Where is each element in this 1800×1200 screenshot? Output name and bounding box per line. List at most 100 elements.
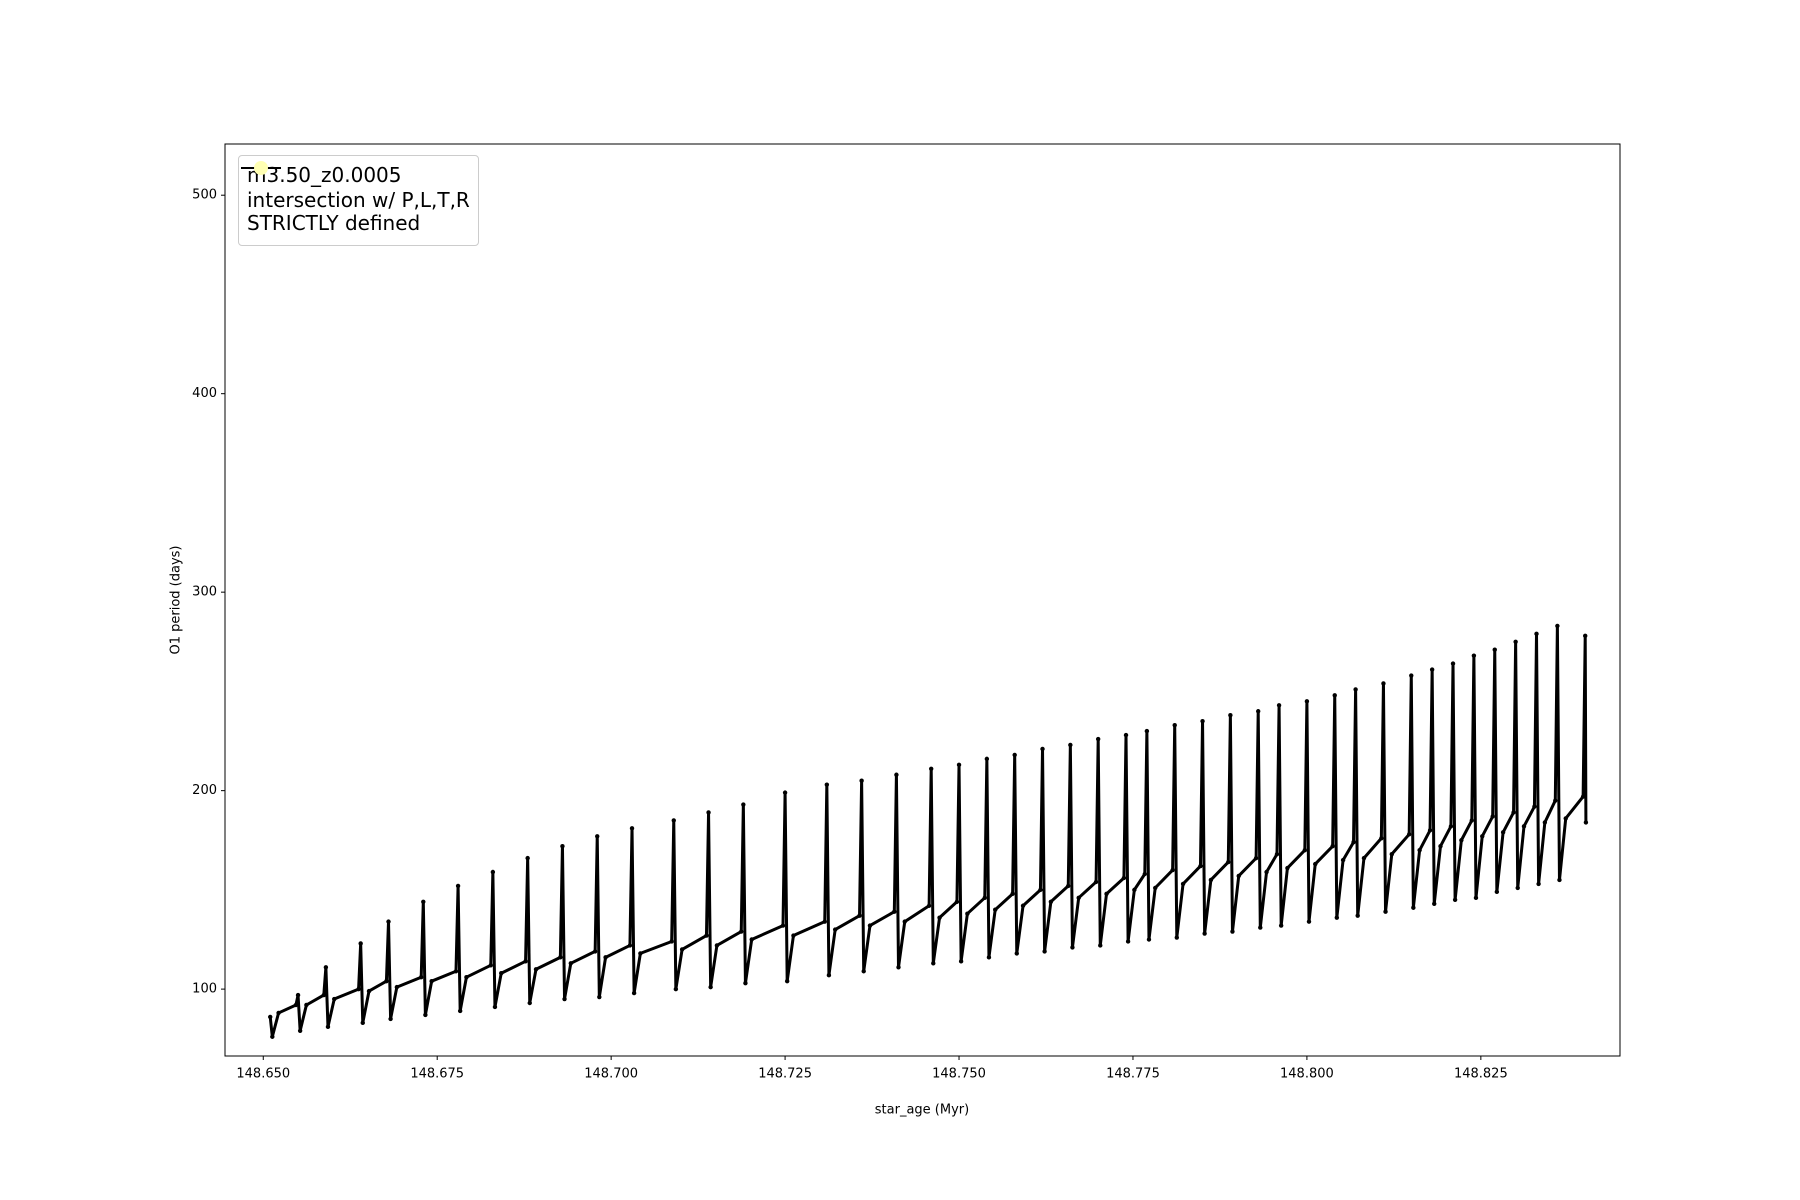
data-point — [1513, 639, 1518, 644]
data-point — [1473, 895, 1479, 901]
data-point — [1040, 746, 1045, 752]
data-point — [1285, 865, 1290, 871]
data-point — [1511, 810, 1516, 815]
data-point — [1432, 901, 1437, 906]
data-point — [558, 955, 563, 960]
data-point — [1230, 929, 1235, 934]
data-point — [956, 762, 962, 768]
x-tick-label: 148.675 — [410, 1067, 464, 1082]
data-point — [1153, 885, 1158, 891]
data-point — [782, 790, 788, 795]
data-point — [597, 994, 602, 1000]
x-tick-label: 148.825 — [1454, 1067, 1508, 1082]
data-point — [1471, 653, 1477, 658]
data-point — [1555, 623, 1560, 629]
data-point — [704, 933, 709, 938]
data-point — [1125, 939, 1131, 944]
data-point — [1536, 881, 1541, 887]
data-point — [1098, 943, 1103, 948]
data-point — [824, 782, 830, 787]
data-point — [1020, 903, 1026, 908]
data-point — [304, 1002, 309, 1008]
data-point — [1208, 877, 1214, 883]
data-point — [958, 959, 964, 964]
data-point — [453, 969, 459, 974]
legend: m3.50_z0.0005 intersection w/ P,L,T,R STR… — [238, 155, 479, 246]
data-point — [356, 986, 361, 992]
data-point — [268, 1014, 273, 1020]
data-point — [1093, 879, 1099, 885]
data-point — [270, 1034, 275, 1039]
data-point — [1429, 667, 1435, 672]
data-point — [492, 1004, 498, 1010]
data-point — [1448, 824, 1454, 829]
data-point — [423, 1012, 428, 1018]
x-tick-label: 148.750 — [932, 1067, 986, 1082]
data-point — [1180, 881, 1186, 887]
data-point — [1411, 905, 1416, 910]
data-point — [669, 939, 674, 944]
x-axis-label: star_age (Myr) — [875, 1103, 969, 1118]
y-tick-label: 100 — [192, 982, 217, 997]
data-point — [1580, 794, 1586, 799]
data-point — [323, 965, 329, 970]
data-point — [1010, 891, 1015, 897]
data-point — [384, 978, 389, 984]
data-point — [714, 943, 720, 948]
x-tick-label: 148.800 — [1280, 1067, 1334, 1082]
legend-entry: intersection w/ P,L,T,R STRICTLY defined — [247, 161, 470, 235]
data-point — [1095, 736, 1101, 742]
data-point — [295, 992, 301, 998]
data-point — [857, 913, 862, 918]
data-point — [1450, 661, 1456, 666]
data-point — [1438, 844, 1443, 849]
data-point — [360, 1020, 365, 1026]
data-point — [1409, 673, 1414, 678]
data-point — [708, 984, 713, 990]
data-point — [679, 947, 685, 952]
data-point — [523, 959, 528, 964]
data-point — [780, 923, 786, 928]
data-point — [937, 915, 942, 920]
data-point — [386, 919, 391, 924]
data-point — [1198, 863, 1203, 869]
data-point — [1389, 851, 1394, 857]
data-point — [1452, 897, 1458, 902]
data-point — [993, 907, 998, 912]
data-point — [527, 1000, 532, 1006]
data-point — [1144, 728, 1150, 734]
data-point — [1068, 742, 1073, 748]
data-point — [419, 975, 424, 980]
data-point — [1202, 931, 1207, 936]
data-point — [1355, 913, 1360, 918]
data-point — [1038, 887, 1043, 893]
data-point — [859, 778, 864, 783]
data-point — [629, 826, 635, 831]
y-axis-label: O1 period (days) — [169, 545, 184, 654]
data-point — [638, 951, 643, 956]
data-point — [464, 975, 469, 980]
data-point — [1427, 828, 1433, 833]
data-point — [1174, 935, 1180, 940]
data-point — [826, 973, 832, 978]
data-point — [784, 978, 790, 984]
data-point — [1306, 919, 1312, 924]
data-point — [366, 988, 372, 994]
data-point — [533, 967, 539, 972]
data-point — [867, 923, 873, 928]
data-point — [1070, 945, 1075, 950]
data-point — [749, 937, 754, 942]
data-point — [965, 911, 970, 916]
data-point — [1132, 887, 1137, 893]
data-point — [931, 961, 936, 966]
data-point — [1200, 718, 1205, 724]
data-point — [1383, 909, 1388, 914]
data-point — [1557, 877, 1562, 883]
data-point — [429, 978, 434, 984]
data-point — [1469, 818, 1475, 823]
y-tick-label: 400 — [192, 386, 217, 401]
data-point — [1553, 798, 1558, 803]
legend-label: intersection w/ P,L,T,R STRICTLY defined — [247, 188, 470, 235]
data-point — [1351, 840, 1356, 845]
